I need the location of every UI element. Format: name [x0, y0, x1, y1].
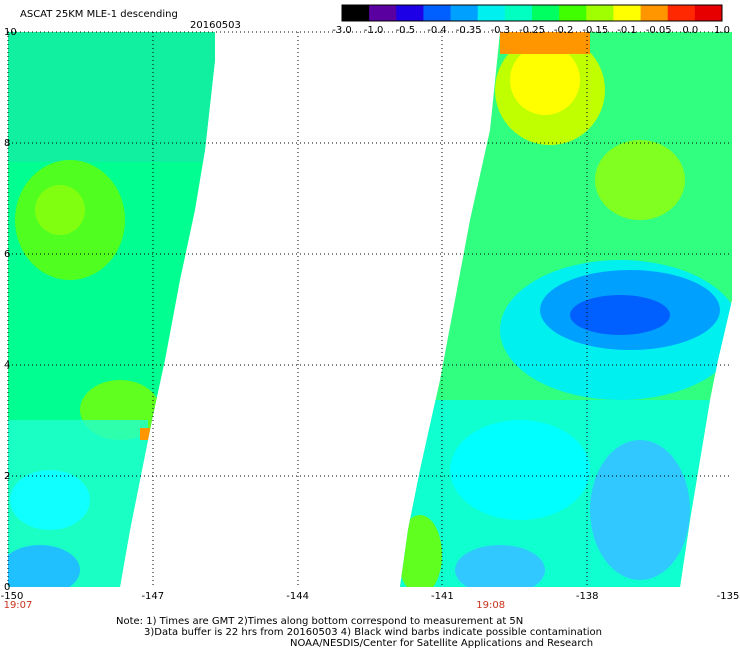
map-date: 20160503 — [190, 20, 241, 31]
colorbar-label: 0.0 — [682, 25, 699, 36]
colorbar-segment — [423, 5, 452, 21]
colorbar-segment — [369, 5, 397, 21]
colorbar-segment — [613, 5, 642, 21]
y-tick-label: 10 — [4, 27, 17, 38]
note-line-1: Note: 1) Times are GMT 2)Times along bot… — [116, 616, 524, 627]
colorbar-label: -1.0 — [363, 25, 384, 36]
colorbar-label: -0.4 — [427, 25, 447, 36]
x-tick-label: -138 — [575, 591, 599, 602]
colorbar-segment — [694, 5, 723, 21]
time-label: 19:08 — [476, 600, 506, 611]
colorbar-segment — [640, 5, 669, 21]
colorbar-segment — [450, 5, 479, 21]
colorbar — [341, 4, 723, 22]
note-line-3: NOAA/NESDIS/Center for Satellite Applica… — [290, 638, 594, 649]
swath-right — [400, 32, 732, 587]
colorbar-label: 1.0 — [714, 25, 730, 36]
colorbar-segment — [532, 5, 560, 21]
colorbar-label: -0.3 — [490, 25, 511, 36]
colorbar-label: -0.35 — [455, 25, 482, 36]
grid — [7, 31, 732, 587]
y-tick-label: 4 — [4, 360, 11, 371]
colorbar-label: -0.5 — [395, 25, 416, 36]
colorbar-segment — [667, 5, 696, 21]
note-line-2: 3)Data buffer is 22 hrs from 20160503 4)… — [144, 627, 602, 638]
colorbar-label: -0.15 — [582, 25, 609, 36]
colorbar-label: -0.1 — [617, 25, 637, 36]
x-tick-label: -147 — [141, 591, 165, 602]
colorbar-label: -0.25 — [519, 25, 545, 36]
colorbar-segment — [396, 5, 424, 21]
x-tick-label: -141 — [431, 591, 454, 602]
colorbar-segment — [586, 5, 614, 21]
colorbar-label: -0.05 — [645, 25, 672, 36]
colorbar-segment — [477, 5, 506, 21]
y-tick-label: 8 — [4, 138, 11, 149]
colorbar-segment — [342, 5, 370, 21]
colorbar-segment — [504, 5, 533, 21]
x-tick-label: -150 — [0, 591, 24, 602]
time-label: 19:07 — [3, 600, 33, 611]
y-tick-label: 2 — [4, 471, 11, 482]
map-title: ASCAT 25KM MLE-1 descending — [20, 9, 178, 20]
x-tick-label: -144 — [286, 591, 309, 602]
colorbar-label: -3.0 — [332, 25, 352, 36]
colorbar-border — [341, 4, 723, 22]
y-tick-label: 6 — [4, 249, 11, 260]
colorbar-label: -0.2 — [553, 25, 574, 36]
x-tick-label: -135 — [716, 591, 740, 602]
y-tick-label: 0 — [4, 582, 11, 593]
colorbar-segment — [559, 5, 587, 21]
swath-left — [8, 32, 215, 587]
